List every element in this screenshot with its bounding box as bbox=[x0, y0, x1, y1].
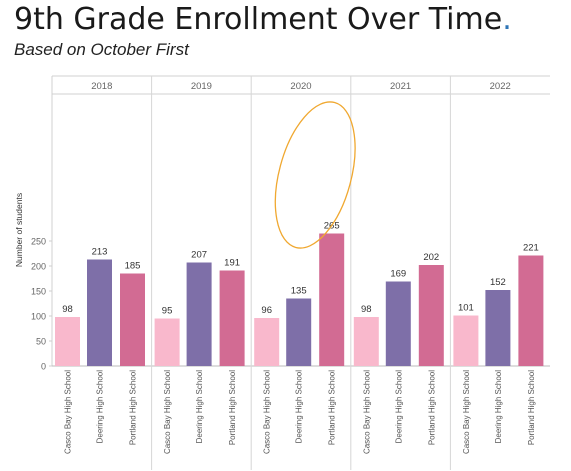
panel-year-2019: 2019 bbox=[191, 81, 212, 92]
bar-2022-casco-bay-high-school bbox=[453, 315, 479, 366]
category-label-2018-deering-high-school: Deering High School bbox=[96, 370, 105, 444]
bar-2021-deering-high-school bbox=[385, 281, 411, 366]
bar-2019-portland-high-school bbox=[219, 270, 245, 366]
y-tick-label-100: 100 bbox=[31, 312, 46, 322]
data-label-2022-deering-high-school: 152 bbox=[490, 277, 506, 288]
y-tick-label-0: 0 bbox=[41, 362, 46, 372]
category-label-2019-casco-bay-high-school: Casco Bay High School bbox=[163, 370, 172, 454]
category-label-2021-casco-bay-high-school: Casco Bay High School bbox=[362, 370, 371, 454]
category-label-2021-portland-high-school: Portland High School bbox=[427, 370, 436, 445]
panel-year-2018: 2018 bbox=[91, 81, 112, 92]
data-label-2019-casco-bay-high-school: 95 bbox=[162, 306, 173, 317]
data-label-2020-deering-high-school: 135 bbox=[291, 286, 307, 297]
category-label-2020-portland-high-school: Portland High School bbox=[328, 370, 337, 445]
category-label-2019-deering-high-school: Deering High School bbox=[195, 370, 204, 444]
y-axis-label: Number of students bbox=[14, 193, 24, 267]
chart-title-dot: . bbox=[502, 2, 512, 37]
category-label-2018-casco-bay-high-school: Casco Bay High School bbox=[64, 370, 73, 454]
data-label-2019-deering-high-school: 207 bbox=[191, 250, 207, 261]
chart-title-text: 9th Grade Enrollment Over Time bbox=[14, 2, 503, 37]
y-tick-label-150: 150 bbox=[31, 287, 46, 297]
category-label-2022-portland-high-school: Portland High School bbox=[527, 370, 536, 445]
data-label-2020-casco-bay-high-school: 96 bbox=[261, 305, 272, 316]
bar-2019-casco-bay-high-school bbox=[154, 318, 180, 366]
highlight-ellipse bbox=[274, 101, 356, 249]
category-label-2019-portland-high-school: Portland High School bbox=[228, 370, 237, 445]
chart-title: 9th Grade Enrollment Over Time. bbox=[14, 2, 512, 37]
bar-2018-casco-bay-high-school bbox=[55, 317, 80, 366]
bar-2021-casco-bay-high-school bbox=[353, 317, 379, 366]
category-label-2022-casco-bay-high-school: Casco Bay High School bbox=[462, 370, 471, 454]
bar-2022-portland-high-school bbox=[518, 255, 544, 366]
bar-2022-deering-high-school bbox=[485, 290, 511, 366]
category-label-2021-deering-high-school: Deering High School bbox=[394, 370, 403, 444]
y-tick-label-50: 50 bbox=[36, 337, 46, 347]
panel-year-2021: 2021 bbox=[390, 81, 411, 92]
data-label-2018-portland-high-school: 185 bbox=[125, 261, 141, 272]
category-label-2020-casco-bay-high-school: Casco Bay High School bbox=[263, 370, 272, 454]
bar-2021-portland-high-school bbox=[418, 265, 444, 366]
bar-2018-portland-high-school bbox=[120, 273, 145, 366]
data-label-2019-portland-high-school: 191 bbox=[224, 258, 240, 269]
bar-2019-deering-high-school bbox=[186, 262, 212, 366]
panel-year-2022: 2022 bbox=[490, 81, 511, 92]
category-label-2020-deering-high-school: Deering High School bbox=[295, 370, 304, 444]
data-label-2021-deering-high-school: 169 bbox=[390, 269, 406, 280]
data-label-2018-casco-bay-high-school: 98 bbox=[62, 304, 73, 315]
data-label-2022-portland-high-school: 221 bbox=[523, 243, 539, 254]
panel-year-2020: 2020 bbox=[290, 81, 311, 92]
category-label-2022-deering-high-school: Deering High School bbox=[494, 370, 503, 444]
bar-2018-deering-high-school bbox=[87, 259, 112, 366]
category-label-2018-portland-high-school: Portland High School bbox=[129, 370, 138, 445]
data-label-2021-casco-bay-high-school: 98 bbox=[361, 304, 372, 315]
bar-2020-casco-bay-high-school bbox=[254, 318, 280, 366]
y-tick-label-250: 250 bbox=[31, 237, 46, 247]
data-label-2018-deering-high-school: 213 bbox=[92, 247, 108, 258]
bar-2020-deering-high-school bbox=[286, 298, 312, 366]
chart-subtitle: Based on October First bbox=[14, 40, 189, 59]
bar-2020-portland-high-school bbox=[319, 233, 345, 366]
data-label-2022-casco-bay-high-school: 101 bbox=[458, 303, 474, 314]
data-label-2021-portland-high-school: 202 bbox=[423, 252, 439, 263]
y-tick-label-200: 200 bbox=[31, 262, 46, 272]
